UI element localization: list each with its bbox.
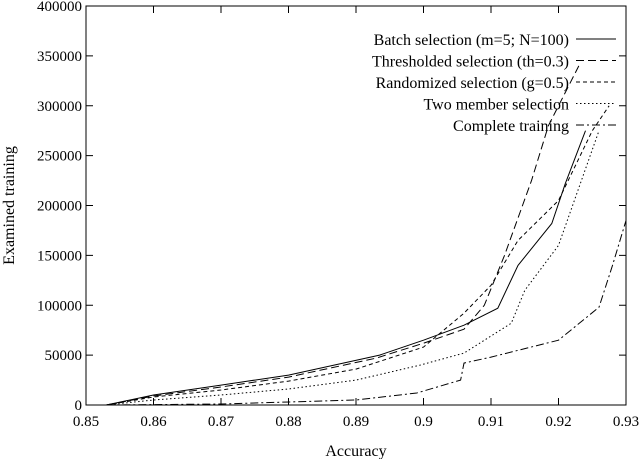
y-tick-label: 200000 <box>37 199 82 215</box>
x-tick-label: 0.85 <box>73 414 99 430</box>
y-tick-label: 50000 <box>45 348 83 364</box>
series-line-3 <box>106 130 600 406</box>
x-axis-label: Accuracy <box>325 443 386 459</box>
x-tick-label: 0.93 <box>613 414 639 430</box>
legend-label-0: Batch selection (m=5; N=100) <box>374 32 569 49</box>
series-line-1 <box>106 65 580 406</box>
series-line-4 <box>106 220 627 406</box>
x-tick-label: 0.91 <box>478 414 504 430</box>
y-tick-label: 0 <box>75 398 83 414</box>
y-tick-label: 100000 <box>37 298 82 314</box>
y-tick-label: 250000 <box>37 149 82 165</box>
x-tick-label: 0.92 <box>545 414 571 430</box>
legend-label-1: Thresholded selection (th=0.3) <box>372 54 569 71</box>
legend-label-2: Randomized selection (g=0.5) <box>376 75 569 92</box>
y-tick-label: 300000 <box>37 99 82 115</box>
x-tick-label: 0.87 <box>208 414 235 430</box>
series-line-0 <box>106 130 586 406</box>
y-tick-label: 350000 <box>37 49 82 65</box>
x-tick-label: 0.88 <box>275 414 301 430</box>
x-tick-label: 0.86 <box>140 414 167 430</box>
axes: 0.85 0.86 0.87 0.88 0.89 0.9 0.91 0.92 0.93 0 5000… <box>37 0 639 430</box>
y-axis-label: Examined training <box>1 146 18 265</box>
legend: Batch selection (m=5; N=100) Thresholded … <box>372 32 616 135</box>
legend-label-4: Complete training <box>453 118 569 135</box>
y-tick-label: 400000 <box>37 0 82 15</box>
series-layer <box>106 65 627 406</box>
x-tick-label: 0.9 <box>414 414 433 430</box>
y-tick-label: 150000 <box>37 248 82 264</box>
x-tick-label: 0.89 <box>343 414 369 430</box>
legend-label-3: Two member selection <box>424 97 570 114</box>
